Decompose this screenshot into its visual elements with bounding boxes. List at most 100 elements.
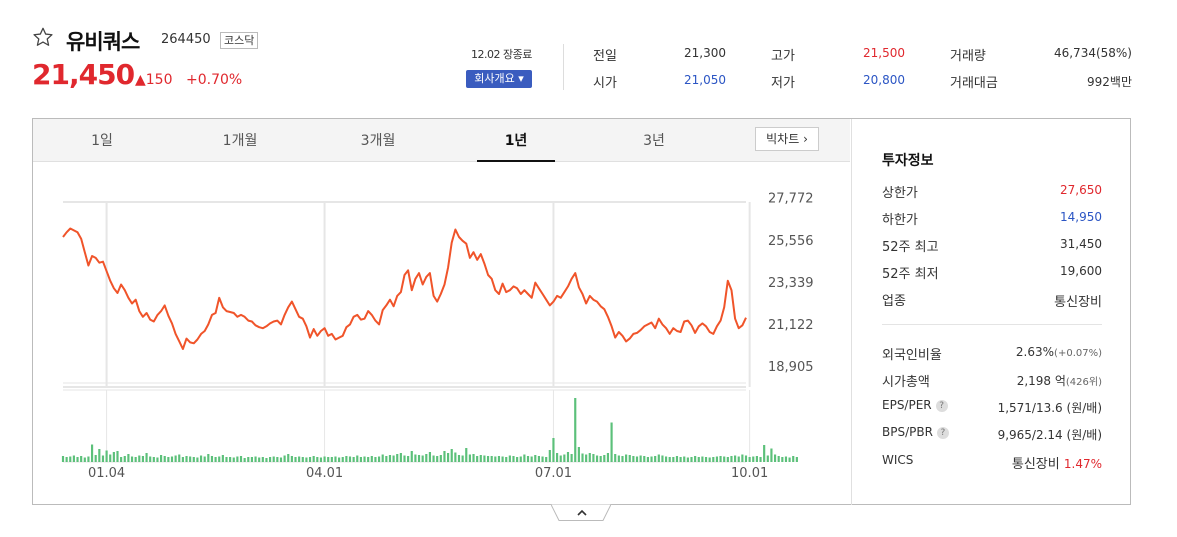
volume-bar xyxy=(712,457,715,462)
tab-1-year[interactable]: 1년 xyxy=(504,133,528,149)
volume-bar xyxy=(72,455,75,462)
volume-bar xyxy=(152,457,155,462)
volume-bar xyxy=(737,456,740,462)
volume-bar xyxy=(374,457,377,462)
volume-bar xyxy=(189,456,192,462)
market-cap-rank: (426위) xyxy=(1065,377,1102,388)
volume-bar xyxy=(654,456,657,462)
volume-bar xyxy=(639,455,642,462)
eps-per-label: EPS/PER? xyxy=(882,398,948,412)
week52-low-label: 52주 최저 xyxy=(882,267,939,282)
current-price: 21,450 xyxy=(32,58,135,91)
volume-bar xyxy=(752,456,755,462)
volume-bar xyxy=(120,457,123,462)
help-icon[interactable]: ? xyxy=(935,399,948,412)
collapse-toggle[interactable] xyxy=(551,504,611,522)
volume-bar xyxy=(788,457,791,462)
volume-bar xyxy=(341,457,344,462)
volume-bar xyxy=(432,455,435,462)
volume-bar xyxy=(276,457,279,462)
volume-bar xyxy=(545,457,548,462)
tab-3-months[interactable]: 3개월 xyxy=(360,133,396,149)
volume-bar xyxy=(101,455,105,462)
big-chart-button[interactable]: 빅차트 › xyxy=(755,127,819,151)
volume-bar xyxy=(272,456,275,462)
volume-bar xyxy=(334,456,337,462)
help-icon[interactable]: ? xyxy=(936,426,949,439)
volume-bar xyxy=(301,457,304,462)
quote-high-value: 21,500 xyxy=(863,46,905,60)
volume-bar xyxy=(784,456,788,462)
volume-bar xyxy=(90,444,94,462)
volume-bar xyxy=(643,456,646,462)
volume-bar xyxy=(635,456,639,462)
price-line-group xyxy=(62,227,747,350)
foreign-ratio-change: (+0.07%) xyxy=(1054,348,1102,359)
volume-bar xyxy=(592,454,595,462)
volume-bar xyxy=(170,456,174,462)
volume-bar xyxy=(221,455,224,462)
upper-limit-label: 상한가 xyxy=(882,186,918,201)
volume-bar xyxy=(352,457,355,462)
volume-bar xyxy=(388,455,392,462)
volume-bar xyxy=(730,456,733,462)
tab-3-years[interactable]: 3년 xyxy=(643,133,665,149)
volume-bar xyxy=(505,457,508,462)
volume-bar xyxy=(203,456,206,462)
volume-bar xyxy=(748,457,751,462)
volume-bar xyxy=(363,456,366,462)
volume-bar xyxy=(512,456,515,462)
week52-high-value: 31,450 xyxy=(1060,237,1102,251)
volume-bars xyxy=(61,398,798,462)
volume-bar xyxy=(574,398,577,462)
company-overview-button[interactable]: 회사개요 ▾ xyxy=(466,70,532,88)
tab-1-month[interactable]: 1개월 xyxy=(222,133,258,149)
volume-bar xyxy=(763,445,766,462)
volume-bar xyxy=(454,452,457,462)
volume-bar xyxy=(105,450,108,462)
volume-bar xyxy=(679,457,682,462)
volume-bar xyxy=(323,456,326,462)
volume-bar xyxy=(501,456,504,462)
tab-1-day[interactable]: 1일 xyxy=(91,133,113,149)
stock-code: 264450 xyxy=(161,32,211,47)
favorite-star-icon[interactable] xyxy=(32,26,54,48)
volume-bar xyxy=(516,457,519,462)
volume-bar xyxy=(770,448,773,462)
eps-per-value: 1,571/13.6 (원/배) xyxy=(997,401,1102,415)
volume-bar xyxy=(675,456,679,462)
volume-bar xyxy=(330,457,333,462)
quote-volume-label: 거래량 xyxy=(950,49,986,64)
volume-bar xyxy=(290,456,293,462)
volume-bar xyxy=(672,457,675,462)
stock-name: 유비쿼스 xyxy=(66,30,140,54)
volume-bar xyxy=(577,447,580,462)
industry-value: 통신장비 xyxy=(1054,295,1102,310)
volume-bar xyxy=(178,454,181,462)
volume-bar xyxy=(210,456,214,462)
volume-bar xyxy=(625,454,628,462)
volume-bar xyxy=(661,455,664,462)
volume-bar xyxy=(359,457,362,462)
lower-limit-label: 하한가 xyxy=(882,213,918,228)
volume-bar xyxy=(225,457,228,462)
chart-grid xyxy=(63,201,751,463)
wics-rate: 1.47% xyxy=(1063,457,1102,471)
volume-bar xyxy=(421,455,424,462)
volume-bar xyxy=(530,456,533,462)
market-cap-value: 2,198 억(426위) xyxy=(1017,372,1102,389)
volume-bar xyxy=(61,456,65,462)
volume-bar xyxy=(298,456,301,462)
volume-bar xyxy=(399,453,402,462)
volume-bar xyxy=(138,455,141,462)
volume-bar xyxy=(443,451,446,462)
volume-bar xyxy=(606,453,610,462)
volume-bar xyxy=(174,455,177,462)
volume-bar xyxy=(683,456,686,462)
volume-bar xyxy=(614,454,617,462)
volume-bar xyxy=(697,457,700,462)
volume-bar xyxy=(537,456,541,462)
week52-low-value: 19,600 xyxy=(1060,264,1102,278)
volume-bar xyxy=(741,454,744,462)
volume-bar xyxy=(414,454,417,462)
